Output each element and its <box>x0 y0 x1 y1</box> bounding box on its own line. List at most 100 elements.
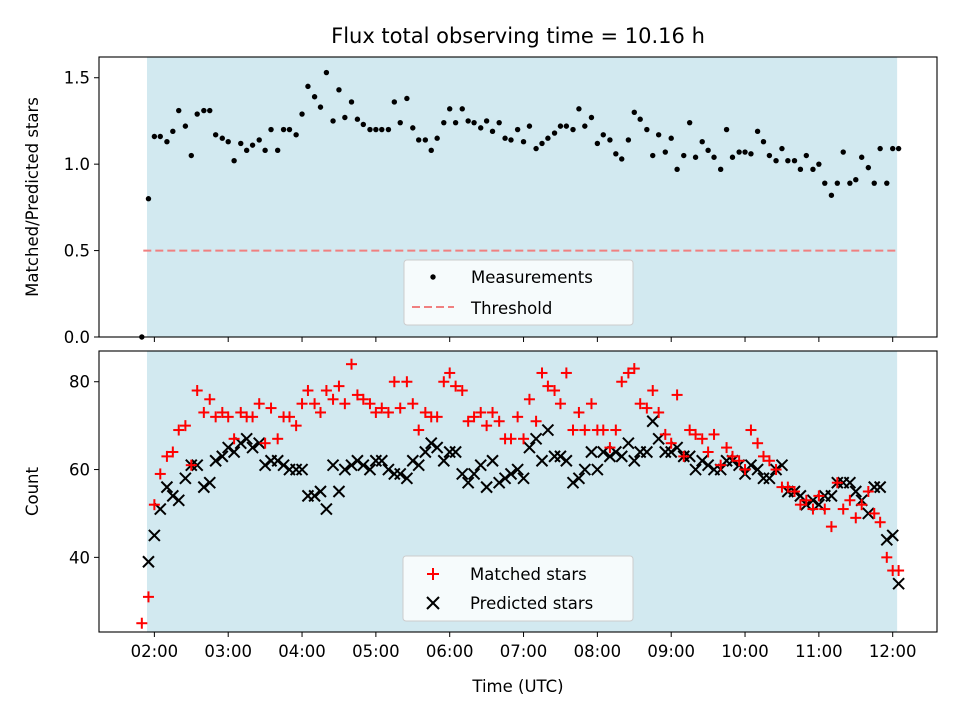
predicted-star-point <box>320 502 333 516</box>
predicted-star-point <box>572 472 586 485</box>
predicted-star-point <box>474 458 487 472</box>
measurement-point <box>489 128 496 135</box>
predicted-star-point <box>696 454 709 467</box>
measurement-point <box>194 111 200 117</box>
matched-star-point <box>468 411 480 423</box>
measurement-point <box>188 152 194 159</box>
measurement-point <box>225 138 231 145</box>
measurement-point <box>853 177 859 183</box>
matched-star-point <box>763 455 775 467</box>
measurement-point <box>895 145 902 152</box>
matched-star-point <box>462 415 474 427</box>
measurement-point <box>582 123 588 129</box>
matched-star-point <box>850 512 862 524</box>
bottom-x-ticks: 02:00 03:00 04:00 05:00 06:00 07:00 08:00 09:00… <box>131 632 916 661</box>
matched-star-point <box>782 481 794 493</box>
predicted-star-point <box>326 458 340 472</box>
y-tick-label: 40 <box>69 548 90 567</box>
top-legend: Measurements Threshold <box>403 259 634 326</box>
y-tick-label: 80 <box>69 373 90 392</box>
legend-measurements-label: Measurements <box>471 268 593 287</box>
measurement-point <box>779 145 785 152</box>
matched-star-point <box>634 398 646 410</box>
measurement-point <box>478 125 484 131</box>
measurement-point <box>797 166 804 173</box>
matched-star-point <box>198 406 210 418</box>
predicted-star-point <box>646 415 659 428</box>
matched-star-point <box>800 494 812 506</box>
measurement-point <box>563 123 570 129</box>
matched-star-point <box>456 385 468 397</box>
matched-star-point <box>807 503 819 515</box>
matched-star-point <box>813 490 825 502</box>
measurement-point <box>373 126 379 133</box>
measurement-point <box>644 126 650 133</box>
measurement-point <box>723 126 730 133</box>
matched-star-point <box>794 499 806 511</box>
measurement-point <box>711 154 717 160</box>
matched-star-point <box>283 411 295 423</box>
predicted-star-point <box>363 463 377 476</box>
matched-star-point <box>844 494 856 506</box>
matched-star-point <box>659 428 671 440</box>
measurement-point <box>692 154 699 160</box>
predicted-star-point <box>203 476 216 489</box>
measurement-point <box>803 152 810 159</box>
predicted-star-point <box>480 480 493 494</box>
predicted-star-point <box>492 476 506 489</box>
matched-star-point <box>142 591 154 603</box>
measurement-point <box>871 180 877 186</box>
predicted-star-point <box>591 463 604 476</box>
measurement-point <box>631 109 637 116</box>
matched-star-point <box>191 385 203 397</box>
x-tick-label: 10:00 <box>721 642 769 661</box>
predicted-star-point <box>369 454 383 467</box>
measurement-point <box>164 138 170 145</box>
matched-star-point <box>309 398 321 410</box>
matched-star-point <box>560 367 572 379</box>
matched-star-point <box>536 367 548 379</box>
measurement-point <box>877 145 883 152</box>
matched-star-point <box>542 380 554 392</box>
measurement-point <box>607 137 613 143</box>
matched-star-point <box>715 459 727 471</box>
predicted-star-point <box>332 485 346 498</box>
matched-star-point <box>296 398 308 410</box>
measurement-point <box>404 95 410 102</box>
measurement-point <box>681 152 687 159</box>
matched-star-point <box>253 398 265 410</box>
measurement-point <box>594 140 601 147</box>
top-y-axis-label: Matched/Predicted stars <box>23 97 42 297</box>
predicted-star-point <box>683 450 696 463</box>
matched-star-point <box>154 468 166 480</box>
predicted-star-point <box>216 450 229 463</box>
matched-star-point <box>481 420 493 432</box>
measurement-point <box>483 118 490 124</box>
matched-star-point <box>376 402 388 414</box>
measurement-point <box>551 130 558 136</box>
measurement-point <box>637 116 643 122</box>
matched-star-point <box>881 551 893 563</box>
measurement-point <box>262 147 268 154</box>
matched-star-point <box>819 503 831 515</box>
predicted-star-point <box>585 445 598 459</box>
predicted-star-point <box>351 454 364 467</box>
matched-star-point <box>505 433 517 445</box>
matched-star-point <box>757 450 769 462</box>
matched-star-point <box>616 376 628 388</box>
predicted-star-point <box>221 441 235 454</box>
predicted-star-point <box>628 454 641 467</box>
matched-star-point <box>407 398 419 410</box>
matched-star-point <box>523 393 535 405</box>
bottom-legend: Matched stars Predicted stars <box>402 555 634 622</box>
matched-star-point <box>554 398 566 410</box>
measurement-point <box>317 104 324 110</box>
measurement-point <box>791 158 798 164</box>
predicted-star-point <box>517 472 530 485</box>
predicted-star-point <box>271 454 284 467</box>
predicted-star-point <box>443 445 456 459</box>
predicted-star-point <box>253 436 266 450</box>
predicted-star-point <box>338 463 352 476</box>
predicted-star-point <box>664 445 678 459</box>
predicted-star-point <box>541 423 555 437</box>
